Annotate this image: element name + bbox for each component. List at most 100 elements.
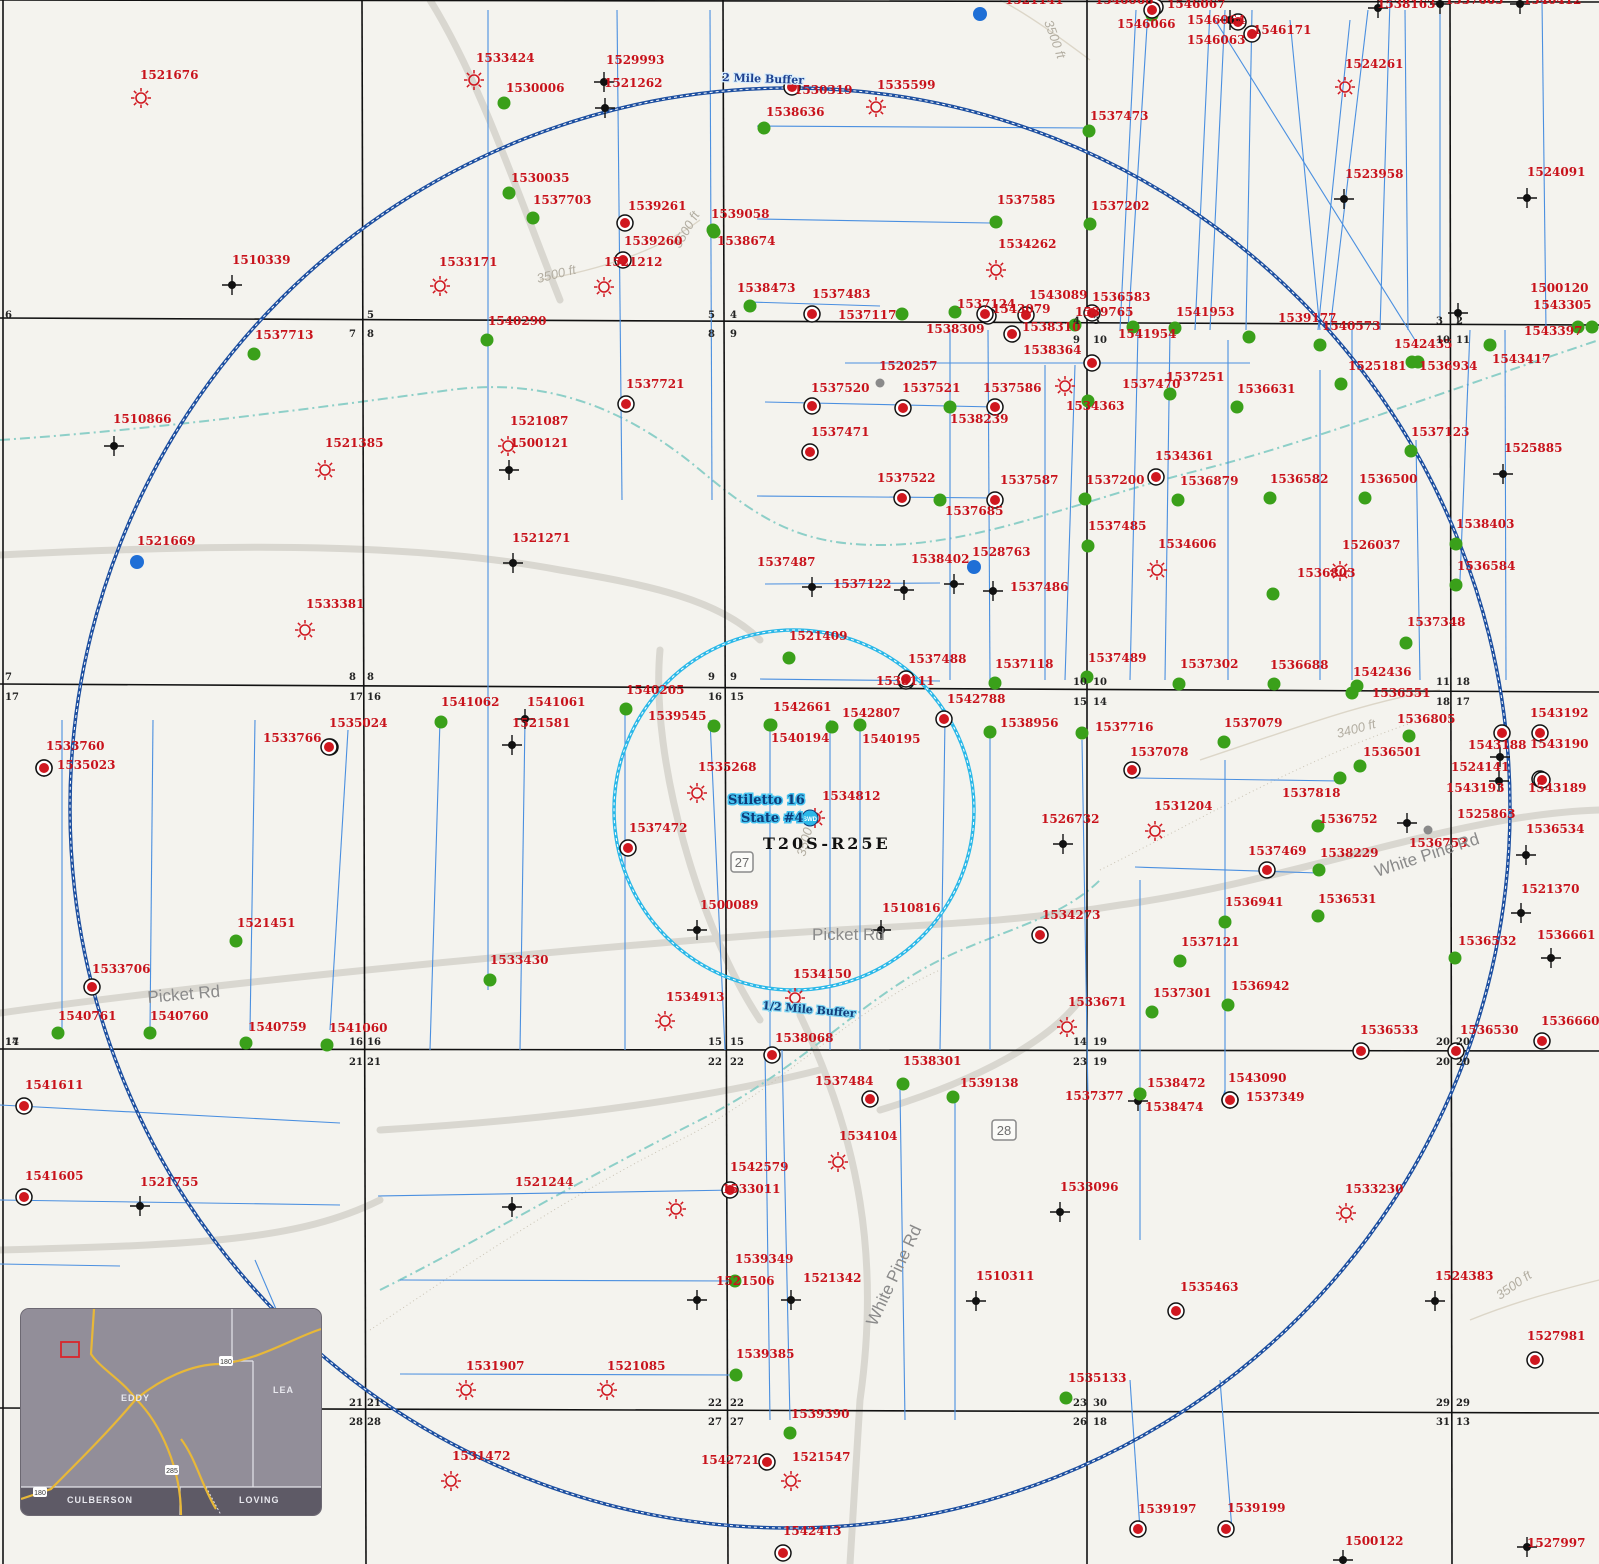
producing-well-icon[interactable] [895, 307, 909, 321]
producing-well-icon[interactable] [988, 676, 1002, 690]
producing-well-icon[interactable] [1449, 578, 1463, 592]
producing-well-icon[interactable] [1399, 636, 1413, 650]
plugged-well-icon[interactable] [1352, 1042, 1370, 1060]
producing-well-icon[interactable] [502, 186, 516, 200]
drilling-well-icon[interactable] [1368, 0, 1388, 18]
producing-well-icon[interactable] [782, 651, 796, 665]
plugged-well-icon[interactable] [986, 491, 1004, 509]
producing-well-icon[interactable] [743, 299, 757, 313]
plugged-well-icon[interactable] [1493, 724, 1511, 742]
producing-well-icon[interactable] [1230, 400, 1244, 414]
drilling-well-icon[interactable] [1333, 1550, 1353, 1564]
drilling-well-icon[interactable] [1490, 747, 1510, 767]
producing-well-icon[interactable] [1081, 539, 1095, 553]
permitted-well-icon[interactable] [131, 88, 151, 108]
inactive-well-icon[interactable] [1423, 825, 1433, 835]
producing-well-icon[interactable] [1311, 819, 1325, 833]
producing-well-icon[interactable] [1217, 735, 1231, 749]
plugged-well-icon[interactable] [1533, 771, 1551, 789]
producing-well-icon[interactable] [1126, 320, 1140, 334]
producing-well-icon[interactable] [946, 1090, 960, 1104]
permitted-well-icon[interactable] [1057, 1017, 1077, 1037]
plugged-well-icon[interactable] [774, 1544, 792, 1562]
plugged-well-icon[interactable] [803, 397, 821, 415]
producing-well-icon[interactable] [1242, 330, 1256, 344]
drilling-well-icon[interactable] [802, 577, 822, 597]
producing-well-icon[interactable] [1082, 124, 1096, 138]
producing-well-icon[interactable] [1221, 998, 1235, 1012]
drilling-well-icon[interactable] [1397, 813, 1417, 833]
plugged-well-icon[interactable] [1083, 354, 1101, 372]
producing-well-icon[interactable] [1075, 726, 1089, 740]
plugged-well-icon[interactable] [1167, 1302, 1185, 1320]
plugged-well-icon[interactable] [893, 489, 911, 507]
plugged-well-icon[interactable] [1143, 1, 1161, 19]
swd-icon[interactable] [801, 809, 819, 827]
producing-well-icon[interactable] [434, 715, 448, 729]
permitted-well-icon[interactable] [1055, 376, 1075, 396]
producing-well-icon[interactable] [989, 215, 1003, 229]
permitted-well-icon[interactable] [315, 460, 335, 480]
producing-well-icon[interactable] [1358, 491, 1372, 505]
plugged-well-icon[interactable] [614, 251, 632, 269]
producing-well-icon[interactable] [1081, 394, 1095, 408]
plugged-well-icon[interactable] [861, 1090, 879, 1108]
plugged-well-icon[interactable] [1243, 25, 1261, 43]
drilling-well-icon[interactable] [1220, 10, 1240, 30]
plugged-well-icon[interactable] [1533, 1032, 1551, 1050]
drilling-well-icon[interactable] [1511, 903, 1531, 923]
drilling-well-icon[interactable] [502, 735, 522, 755]
producing-well-icon[interactable] [1585, 320, 1599, 334]
producing-well-icon[interactable] [1059, 1391, 1073, 1405]
drilling-well-icon[interactable] [1541, 948, 1561, 968]
permitted-well-icon[interactable] [687, 783, 707, 803]
permitted-well-icon[interactable] [655, 1011, 675, 1031]
drilling-well-icon[interactable] [130, 1196, 150, 1216]
drilling-well-icon[interactable] [966, 1291, 986, 1311]
producing-well-icon[interactable] [526, 211, 540, 225]
producing-well-icon[interactable] [1313, 338, 1327, 352]
permitted-well-icon[interactable] [1145, 821, 1165, 841]
plugged-well-icon[interactable] [894, 399, 912, 417]
producing-well-icon[interactable] [948, 305, 962, 319]
plugged-well-icon[interactable] [721, 1181, 739, 1199]
producing-well-icon[interactable] [1402, 729, 1416, 743]
plugged-well-icon[interactable] [15, 1188, 33, 1206]
drilling-well-icon[interactable] [687, 920, 707, 940]
plugged-well-icon[interactable] [320, 738, 338, 756]
producing-well-icon[interactable] [1333, 771, 1347, 785]
producing-well-icon[interactable] [1080, 670, 1094, 684]
drilling-well-icon[interactable] [781, 1290, 801, 1310]
permitted-well-icon[interactable] [866, 97, 886, 117]
permitted-well-icon[interactable] [430, 276, 450, 296]
producing-well-icon[interactable] [1078, 492, 1092, 506]
producing-well-icon[interactable] [943, 400, 957, 414]
plugged-well-icon[interactable] [1083, 304, 1101, 322]
plugged-well-icon[interactable] [803, 305, 821, 323]
producing-well-icon[interactable] [933, 493, 947, 507]
permitted-well-icon[interactable] [295, 620, 315, 640]
plugged-well-icon[interactable] [1123, 761, 1141, 779]
producing-well-icon[interactable] [1353, 759, 1367, 773]
permitted-well-icon[interactable] [594, 277, 614, 297]
plugged-well-icon[interactable] [763, 1046, 781, 1064]
producing-well-icon[interactable] [1218, 915, 1232, 929]
drilling-well-icon[interactable] [104, 436, 124, 456]
producing-well-icon[interactable] [1266, 587, 1280, 601]
drilling-well-icon[interactable] [687, 1290, 707, 1310]
plugged-well-icon[interactable] [1447, 1042, 1465, 1060]
drilling-well-icon[interactable] [894, 580, 914, 600]
plugged-well-icon[interactable] [783, 78, 801, 96]
drilling-well-icon[interactable] [1430, 0, 1450, 14]
producing-well-icon[interactable] [1483, 338, 1497, 352]
producing-well-icon[interactable] [853, 718, 867, 732]
producing-well-icon[interactable] [497, 96, 511, 110]
plugged-well-icon[interactable] [986, 398, 1004, 416]
producing-well-icon[interactable] [757, 121, 771, 135]
producing-well-icon[interactable] [1449, 537, 1463, 551]
permitted-well-icon[interactable] [1147, 560, 1167, 580]
producing-well-icon[interactable] [1172, 677, 1186, 691]
producing-well-icon[interactable] [1571, 320, 1585, 334]
drilling-well-icon[interactable] [1516, 845, 1536, 865]
